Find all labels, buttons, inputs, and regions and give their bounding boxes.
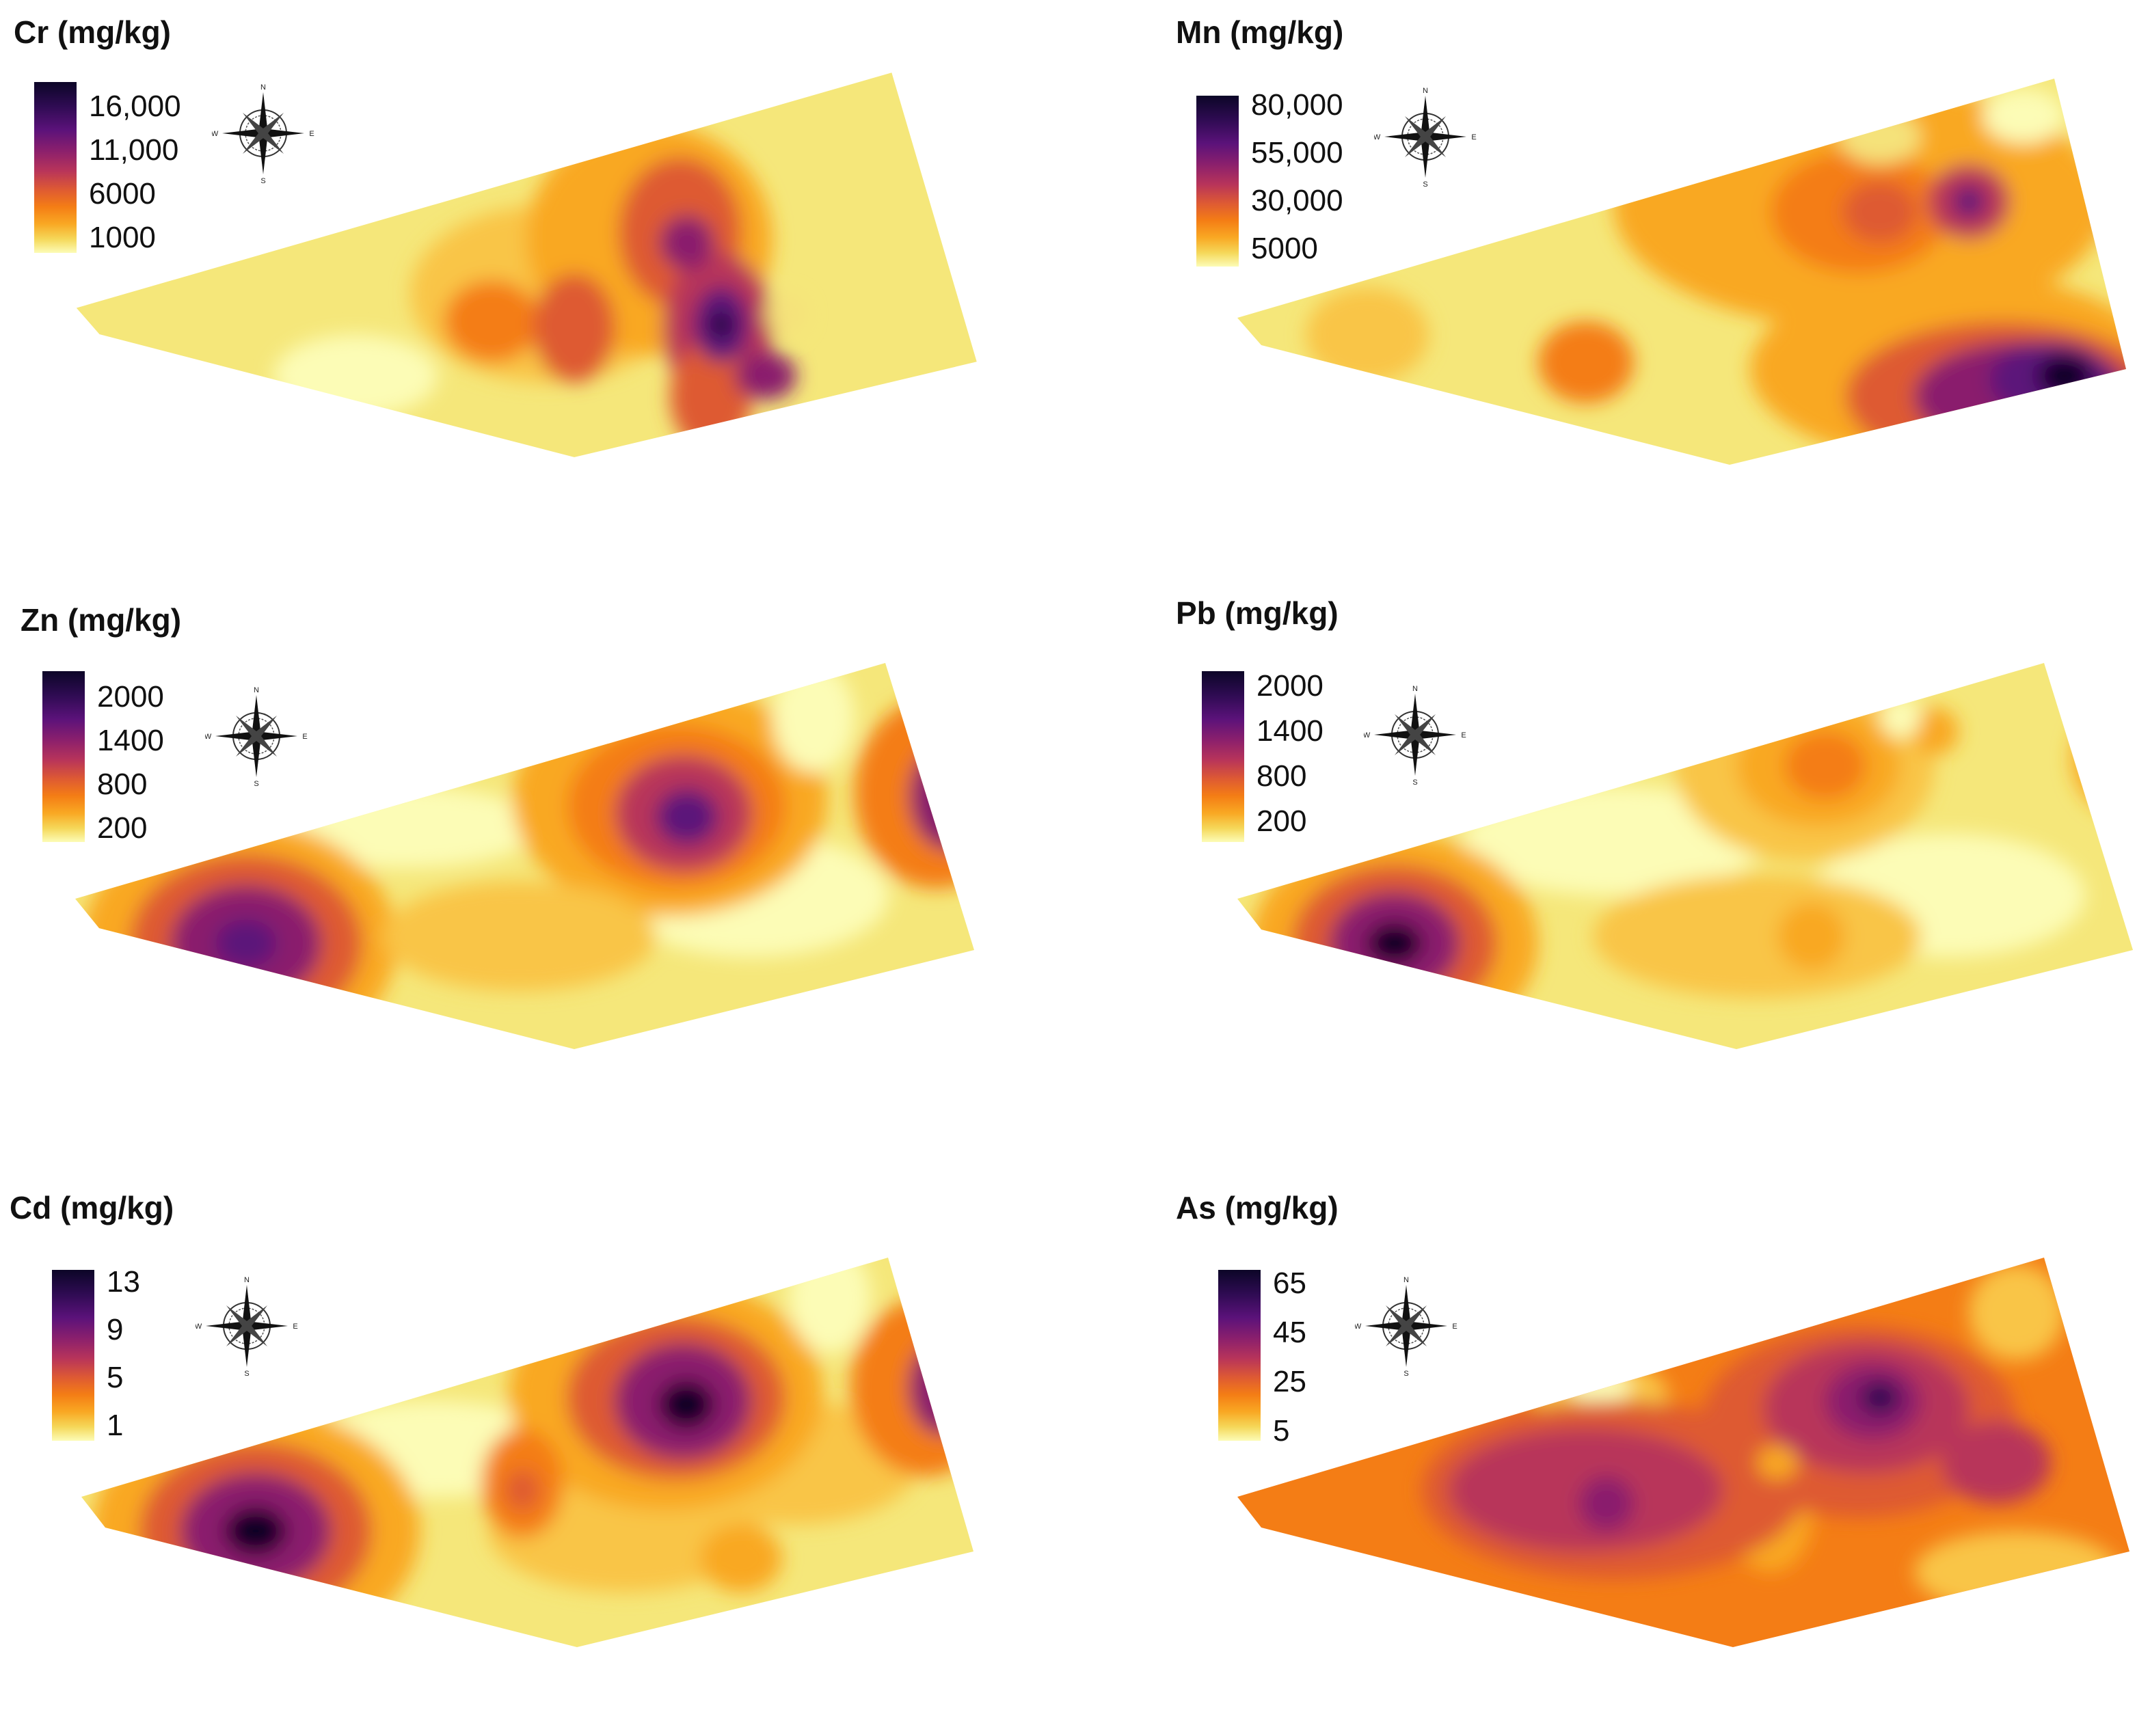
svg-text:N: N <box>254 686 259 694</box>
legend-color-bar <box>1218 1270 1261 1441</box>
color-legend: 65 45 25 5 <box>1218 1269 1306 1446</box>
svg-text:E: E <box>293 1323 297 1331</box>
compass-rose-icon: N S E W <box>1364 685 1466 786</box>
legend-tick-min: 5 <box>1273 1414 1290 1448</box>
legend-tick-min: 200 <box>1257 804 1307 838</box>
map-panel-zn: Zn (mg/kg) 2000 1400 800 200 N S E W <box>21 601 1087 1148</box>
svg-text:E: E <box>1461 731 1466 740</box>
legend-tick-max: 80,000 <box>1251 88 1343 122</box>
legend-tick-max: 13 <box>107 1265 140 1299</box>
color-legend: 2000 1400 800 200 <box>42 671 164 843</box>
compass-rose-icon: N S E W <box>1374 87 1477 188</box>
interpolation-map <box>75 663 974 1049</box>
panel-title: Mn (mg/kg) <box>1176 14 1344 50</box>
svg-text:N: N <box>1423 87 1428 95</box>
map-panel-cd: Cd (mg/kg) 13 9 5 1 N S E W <box>10 1189 1076 1736</box>
interpolation-map <box>74 70 979 459</box>
compass-rose-icon: N S E W <box>212 83 314 185</box>
svg-text:S: S <box>244 1370 249 1377</box>
svg-text:N: N <box>1403 1276 1409 1284</box>
color-legend: 80,000 55,000 30,000 5000 <box>1196 90 1343 267</box>
legend-tick-high: 55,000 <box>1251 136 1343 169</box>
map-panel-mn: Mn (mg/kg) 80,000 55,000 30,000 5000 N S… <box>1176 14 2150 560</box>
svg-text:W: W <box>1355 1323 1362 1331</box>
svg-text:W: W <box>212 130 219 138</box>
svg-text:W: W <box>196 1323 202 1331</box>
legend-tick-mid: 6000 <box>89 177 156 211</box>
svg-text:N: N <box>244 1276 250 1284</box>
svg-text:E: E <box>302 733 307 741</box>
svg-text:S: S <box>254 780 258 787</box>
svg-text:W: W <box>1374 133 1381 141</box>
svg-text:E: E <box>309 130 314 138</box>
interpolation-map <box>81 1258 973 1647</box>
map-panel-as: As (mg/kg) 65 45 25 5 N S E W <box>1176 1189 2150 1736</box>
interpolation-map <box>1237 663 2133 1049</box>
legend-color-bar <box>34 82 77 253</box>
legend-tick-min: 1 <box>107 1409 124 1442</box>
svg-text:W: W <box>1364 731 1371 740</box>
color-legend: 2000 1400 800 200 <box>1202 671 1323 842</box>
svg-text:N: N <box>1412 685 1418 693</box>
svg-text:S: S <box>1423 180 1427 188</box>
panel-title: Zn (mg/kg) <box>21 602 182 638</box>
svg-text:S: S <box>1412 778 1417 786</box>
compass-rose-icon: N S E W <box>205 686 308 787</box>
svg-text:E: E <box>1471 133 1476 141</box>
legend-tick-max: 2000 <box>1257 669 1323 703</box>
interpolation-map <box>1237 1258 2129 1647</box>
legend-tick-min: 5000 <box>1251 232 1318 265</box>
legend-tick-high: 9 <box>107 1313 124 1346</box>
interpolation-map <box>1237 79 2126 465</box>
legend-tick-mid: 5 <box>107 1361 124 1394</box>
legend-tick-max: 16,000 <box>89 90 181 123</box>
svg-text:S: S <box>260 177 265 185</box>
panel-title: Pb (mg/kg) <box>1176 595 1339 631</box>
svg-text:N: N <box>260 83 266 92</box>
legend-tick-max: 65 <box>1273 1266 1306 1300</box>
panel-title: Cr (mg/kg) <box>14 14 171 50</box>
svg-text:W: W <box>205 733 212 741</box>
legend-tick-high: 45 <box>1273 1316 1306 1349</box>
svg-text:S: S <box>1403 1370 1408 1377</box>
legend-tick-mid: 30,000 <box>1251 184 1343 217</box>
map-panel-pb: Pb (mg/kg) 2000 1400 800 200 N S E W <box>1176 595 2150 1141</box>
compass-rose-icon: N S E W <box>1355 1276 1457 1377</box>
legend-tick-high: 1400 <box>1257 714 1323 748</box>
legend-tick-min: 1000 <box>89 221 156 254</box>
color-legend: 16,000 11,000 6000 1000 <box>34 82 181 253</box>
legend-tick-mid: 800 <box>1257 759 1307 793</box>
legend-tick-mid: 25 <box>1273 1365 1306 1398</box>
legend-tick-min: 200 <box>97 811 148 845</box>
legend-tick-max: 2000 <box>97 680 164 714</box>
panel-title: As (mg/kg) <box>1176 1190 1339 1225</box>
legend-color-bar <box>1202 671 1244 842</box>
legend-color-bar <box>52 1270 94 1441</box>
panel-title: Cd (mg/kg) <box>10 1190 174 1225</box>
legend-tick-mid: 800 <box>97 768 148 801</box>
legend-tick-high: 11,000 <box>89 133 179 167</box>
legend-tick-high: 1400 <box>97 724 164 757</box>
legend-color-bar <box>1196 96 1239 267</box>
compass-rose-icon: N S E W <box>196 1276 298 1377</box>
svg-text:E: E <box>1452 1323 1457 1331</box>
map-panel-cr: Cr (mg/kg) 16,000 11,000 6000 1000 N S E… <box>14 14 1080 560</box>
color-legend: 13 9 5 1 <box>52 1267 140 1441</box>
legend-color-bar <box>42 671 85 842</box>
